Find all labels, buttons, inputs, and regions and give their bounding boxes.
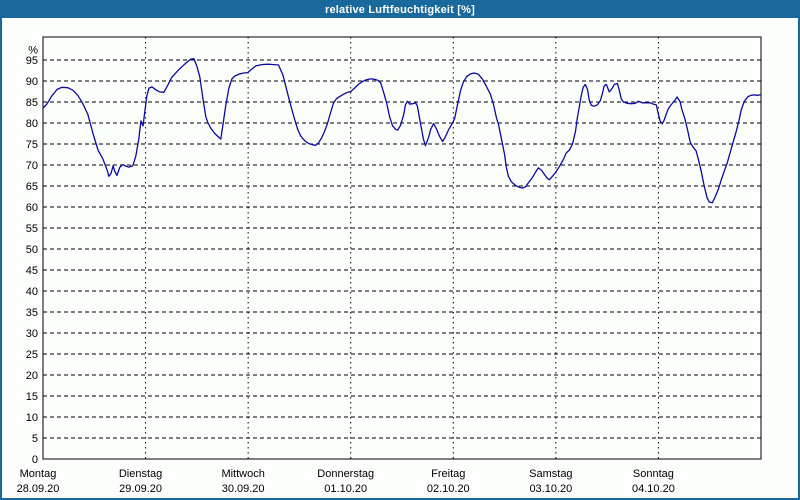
humidity-series-line xyxy=(42,58,761,204)
x-day-label: Freitag xyxy=(431,468,465,480)
y-tick-label: 80 xyxy=(26,118,38,130)
x-day-label: Sonntag xyxy=(633,468,674,480)
y-tick-label: 35 xyxy=(26,307,38,319)
y-tick-label: 10 xyxy=(26,412,38,424)
x-day-label: Mittwoch xyxy=(221,468,264,480)
x-day-label: Donnerstag xyxy=(317,468,374,480)
x-day-label: Dienstag xyxy=(119,468,162,480)
y-tick-label: 90 xyxy=(26,76,38,88)
x-day-label: Montag xyxy=(20,468,57,480)
y-tick-label: 85 xyxy=(26,97,38,109)
x-date-label: 03.10.20 xyxy=(529,483,572,495)
y-tick-label: 30 xyxy=(26,328,38,340)
y-tick-label: 40 xyxy=(26,286,38,298)
x-date-label: 02.10.20 xyxy=(427,483,470,495)
y-tick-label: 15 xyxy=(26,391,38,403)
y-axis-unit-label: % xyxy=(28,45,38,57)
y-tick-label: 70 xyxy=(26,160,38,172)
plot-border xyxy=(42,36,762,460)
window-title: relative Luftfeuchtigkeit [%] xyxy=(324,4,476,16)
window-titlebar: relative Luftfeuchtigkeit [%] xyxy=(2,2,798,18)
y-tick-label: 0 xyxy=(32,454,38,466)
y-tick-label: 50 xyxy=(26,244,38,256)
x-date-label: 04.10.20 xyxy=(632,483,675,495)
chart-area: 0 5 10 15 20 25 30 35 40 45 50 55 60 65 70 75 80 85 90 95% M… xyxy=(2,18,798,498)
x-date-label: 01.10.20 xyxy=(324,483,367,495)
y-tick-label: 65 xyxy=(26,181,38,193)
y-tick-label: 75 xyxy=(26,139,38,151)
y-tick-label: 95 xyxy=(26,55,38,67)
y-tick-label: 60 xyxy=(26,202,38,214)
x-date-label: 28.09.20 xyxy=(17,483,60,495)
x-day-label: Samstag xyxy=(529,468,572,480)
y-tick-label: 45 xyxy=(26,265,38,277)
y-tick-label: 25 xyxy=(26,349,38,361)
y-tick-label: 5 xyxy=(32,433,38,445)
x-date-label: 29.09.20 xyxy=(119,483,162,495)
humidity-line-chart: 0 5 10 15 20 25 30 35 40 45 50 55 60 65 70 75 80 85 90 95% M… xyxy=(17,36,762,495)
y-tick-label: 20 xyxy=(26,370,38,382)
x-date-label: 30.09.20 xyxy=(222,483,265,495)
y-tick-label: 55 xyxy=(26,223,38,235)
